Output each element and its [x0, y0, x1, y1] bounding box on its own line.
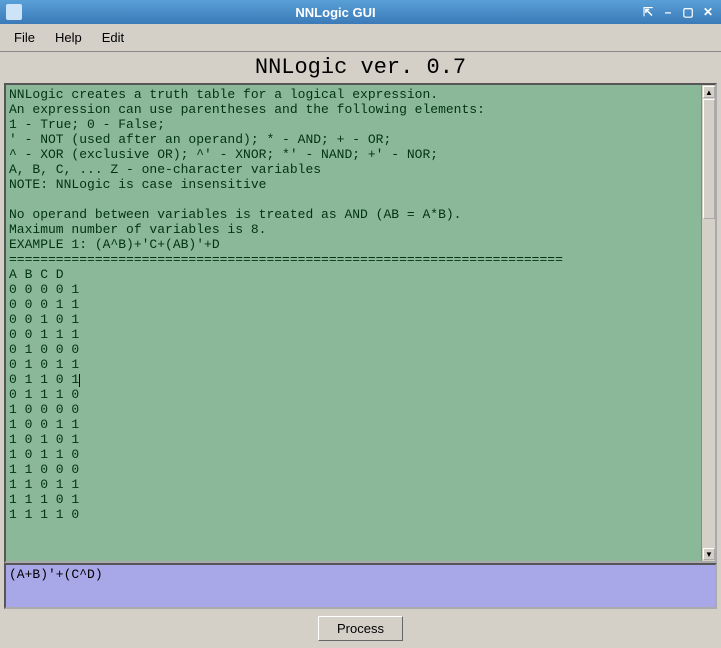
process-button[interactable]: Process [318, 616, 403, 641]
scroll-thumb[interactable] [703, 99, 715, 219]
output-scrollbar[interactable]: ▲ ▼ [701, 85, 715, 561]
menu-help[interactable]: Help [47, 27, 90, 48]
minimize-button[interactable]: – [661, 5, 675, 19]
maximize-button[interactable]: ▢ [681, 5, 695, 19]
window-app-icon [6, 4, 22, 20]
window-titlebar: NNLogic GUI ⇱ – ▢ ✕ [0, 0, 721, 24]
expression-input[interactable] [6, 565, 715, 607]
menubar: File Help Edit [0, 24, 721, 52]
menu-file[interactable]: File [6, 27, 43, 48]
scroll-down-icon[interactable]: ▼ [703, 548, 715, 560]
window-controls: ⇱ – ▢ ✕ [641, 5, 715, 19]
window-title: NNLogic GUI [30, 5, 641, 20]
version-label: NNLogic ver. 0.7 [0, 52, 721, 83]
close-button[interactable]: ✕ [701, 5, 715, 19]
pin-button[interactable]: ⇱ [641, 5, 655, 19]
input-panel [4, 563, 717, 609]
scroll-up-icon[interactable]: ▲ [703, 86, 715, 98]
menu-edit[interactable]: Edit [94, 27, 132, 48]
output-panel: NNLogic creates a truth table for a logi… [4, 83, 717, 563]
output-textarea[interactable]: NNLogic creates a truth table for a logi… [6, 85, 701, 561]
button-row: Process [0, 609, 721, 648]
